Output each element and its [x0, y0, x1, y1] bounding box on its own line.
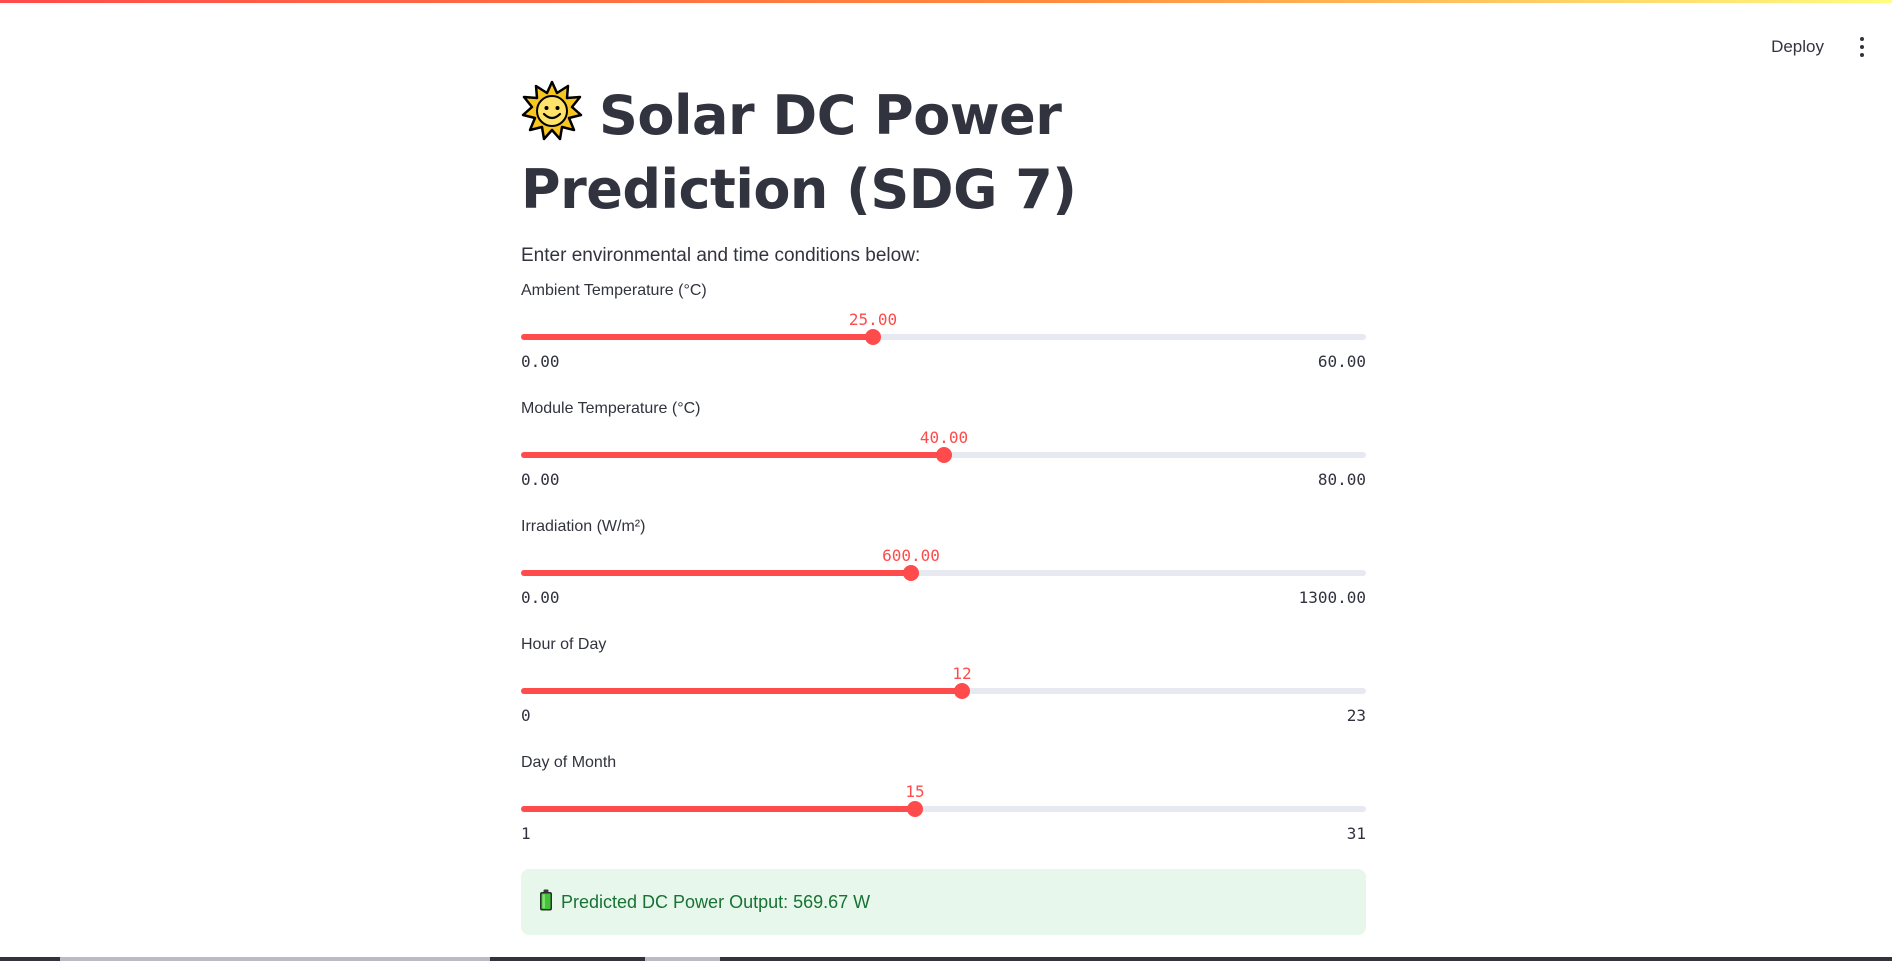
slider-thumb[interactable]: [907, 801, 923, 817]
slider-value: 15: [905, 782, 925, 801]
slider-value: 40.00: [919, 428, 969, 447]
slider-fill: [521, 806, 915, 812]
slider-thumb[interactable]: [903, 565, 919, 581]
slider-track[interactable]: [521, 447, 1366, 463]
slider-max: 1300.00: [1298, 588, 1366, 607]
kebab-menu-icon[interactable]: [1850, 30, 1874, 64]
slider-fill: [521, 334, 873, 340]
battery-icon: [539, 889, 553, 916]
slider-label: Day of Month: [521, 754, 617, 771]
page-subtitle: Enter environmental and time conditions …: [521, 245, 921, 266]
slider-group: Ambient Temperature (°C) 25.00 0.00 60.0…: [521, 282, 1366, 872]
slider-module-temperature[interactable]: Module Temperature (°C) 40.00 0.00 80.00: [521, 400, 1366, 518]
app-toolbar: Deploy: [1767, 30, 1874, 64]
prediction-result-alert: Predicted DC Power Output: 569.67 W: [521, 869, 1366, 935]
slider-min: 0.00: [521, 588, 560, 607]
page-title: Solar DC Power Prediction (SDG 7): [521, 80, 1366, 223]
page-title-text: Solar DC Power Prediction (SDG 7): [521, 84, 1077, 221]
sun-icon: [521, 80, 583, 157]
slider-fill: [521, 688, 962, 694]
slider-fill: [521, 570, 911, 576]
slider-max: 23: [1346, 706, 1366, 725]
slider-day-of-month[interactable]: Day of Month 15 1 31: [521, 754, 1366, 872]
slider-track[interactable]: [521, 329, 1366, 345]
slider-thumb[interactable]: [954, 683, 970, 699]
slider-ambient-temperature[interactable]: Ambient Temperature (°C) 25.00 0.00 60.0…: [521, 282, 1366, 400]
slider-thumb[interactable]: [865, 329, 881, 345]
slider-label: Hour of Day: [521, 636, 607, 653]
slider-fill: [521, 452, 944, 458]
slider-max: 31: [1346, 824, 1366, 843]
main-content: Solar DC Power Prediction (SDG 7) Enter …: [521, 80, 1366, 267]
slider-min: 0.00: [521, 352, 560, 371]
slider-track[interactable]: [521, 565, 1366, 581]
slider-hour-of-day[interactable]: Hour of Day 12 0 23: [521, 636, 1366, 754]
slider-label: Irradiation (W/m²): [521, 518, 646, 535]
slider-label: Ambient Temperature (°C): [521, 282, 707, 299]
slider-thumb[interactable]: [936, 447, 952, 463]
slider-max: 80.00: [1317, 470, 1366, 489]
prediction-result-text: Predicted DC Power Output: 569.67 W: [561, 891, 871, 912]
slider-track[interactable]: [521, 683, 1366, 699]
slider-value: 25.00: [848, 310, 898, 329]
slider-value: 12: [952, 664, 972, 683]
deploy-button[interactable]: Deploy: [1767, 31, 1828, 63]
slider-irradiation[interactable]: Irradiation (W/m²) 600.00 0.00 1300.00: [521, 518, 1366, 636]
slider-min: 0: [521, 706, 531, 725]
slider-min: 0.00: [521, 470, 560, 489]
bottom-scrollbar: [0, 957, 1892, 961]
slider-track[interactable]: [521, 801, 1366, 817]
slider-max: 60.00: [1317, 352, 1366, 371]
slider-value: 600.00: [882, 546, 940, 565]
slider-label: Module Temperature (°C): [521, 400, 701, 417]
header-decoration-bar: [0, 0, 1892, 3]
slider-min: 1: [521, 824, 531, 843]
